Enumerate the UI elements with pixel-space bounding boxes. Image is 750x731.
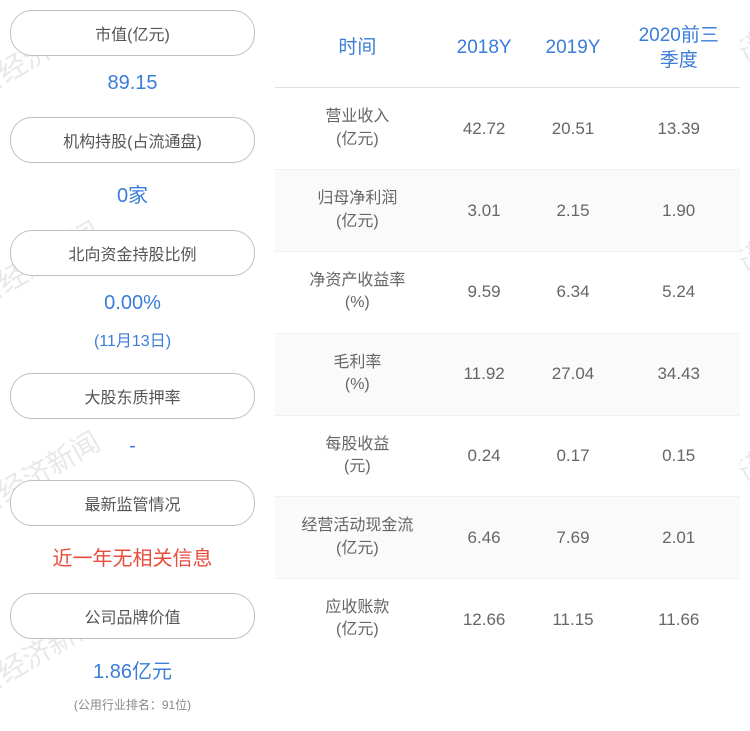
stat-value: 0.00% bbox=[10, 284, 255, 329]
table-row: 营业收入(亿元)42.7220.5113.39 bbox=[275, 88, 740, 170]
metric-label: 每股收益(元) bbox=[275, 415, 440, 497]
table-cell: 2.15 bbox=[529, 170, 618, 252]
table-cell: 20.51 bbox=[529, 88, 618, 170]
table-row: 归母净利润(亿元)3.012.151.90 bbox=[275, 170, 740, 252]
table-cell: 3.01 bbox=[440, 170, 529, 252]
stat-pill-label: 机构持股(占流通盘) bbox=[10, 117, 255, 163]
table-cell: 34.43 bbox=[617, 333, 740, 415]
stat-pill-label: 公司品牌价值 bbox=[10, 593, 255, 639]
table-cell: 11.66 bbox=[617, 579, 740, 660]
stat-value: - bbox=[10, 427, 255, 472]
metric-label: 毛利率(%) bbox=[275, 333, 440, 415]
table-cell: 12.66 bbox=[440, 579, 529, 660]
table-cell: 11.92 bbox=[440, 333, 529, 415]
table-cell: 42.72 bbox=[440, 88, 529, 170]
stat-note: (公用行业排名：91位) bbox=[10, 696, 255, 721]
metric-label: 净资产收益率(%) bbox=[275, 251, 440, 333]
table-cell: 0.17 bbox=[529, 415, 618, 497]
table-cell: 7.69 bbox=[529, 497, 618, 579]
stat-pill-label: 市值(亿元) bbox=[10, 10, 255, 56]
table-header-cell: 2019Y bbox=[529, 10, 618, 88]
table-cell: 6.34 bbox=[529, 251, 618, 333]
metric-label: 经营活动现金流(亿元) bbox=[275, 497, 440, 579]
stat-value: 1.86亿元 bbox=[10, 647, 255, 698]
stat-pill-label: 大股东质押率 bbox=[10, 373, 255, 419]
stat-pill-label: 北向资金持股比例 bbox=[10, 230, 255, 276]
table-cell: 1.90 bbox=[617, 170, 740, 252]
table-cell: 0.15 bbox=[617, 415, 740, 497]
table-cell: 11.15 bbox=[529, 579, 618, 660]
stat-value: 89.15 bbox=[10, 64, 255, 109]
table-row: 经营活动现金流(亿元)6.467.692.01 bbox=[275, 497, 740, 579]
table-cell: 0.24 bbox=[440, 415, 529, 497]
stat-pill-label: 最新监管情况 bbox=[10, 480, 255, 526]
table-header-cell: 时间 bbox=[275, 10, 440, 88]
stat-value: 近一年无相关信息 bbox=[10, 534, 255, 585]
table-row: 应收账款(亿元)12.6611.1511.66 bbox=[275, 579, 740, 660]
table-row: 每股收益(元)0.240.170.15 bbox=[275, 415, 740, 497]
table-cell: 13.39 bbox=[617, 88, 740, 170]
left-stats-panel: 市值(亿元) 89.15 机构持股(占流通盘) 0家北向资金持股比例 0.00%(11月… bbox=[10, 10, 265, 721]
table-row: 毛利率(%)11.9227.0434.43 bbox=[275, 333, 740, 415]
metric-label: 营业收入(亿元) bbox=[275, 88, 440, 170]
table-cell: 2.01 bbox=[617, 497, 740, 579]
financial-table-panel: 时间2018Y2019Y2020前三季度 营业收入(亿元)42.7220.511… bbox=[265, 10, 740, 721]
metric-label: 应收账款(亿元) bbox=[275, 579, 440, 660]
metric-label: 归母净利润(亿元) bbox=[275, 170, 440, 252]
table-header-cell: 2020前三季度 bbox=[617, 10, 740, 88]
table-row: 净资产收益率(%)9.596.345.24 bbox=[275, 251, 740, 333]
table-header-cell: 2018Y bbox=[440, 10, 529, 88]
table-cell: 27.04 bbox=[529, 333, 618, 415]
table-cell: 6.46 bbox=[440, 497, 529, 579]
table-cell: 5.24 bbox=[617, 251, 740, 333]
stat-sub: (11月13日) bbox=[10, 327, 255, 365]
stat-value: 0家 bbox=[10, 171, 255, 222]
table-cell: 9.59 bbox=[440, 251, 529, 333]
financial-table: 时间2018Y2019Y2020前三季度 营业收入(亿元)42.7220.511… bbox=[275, 10, 740, 660]
